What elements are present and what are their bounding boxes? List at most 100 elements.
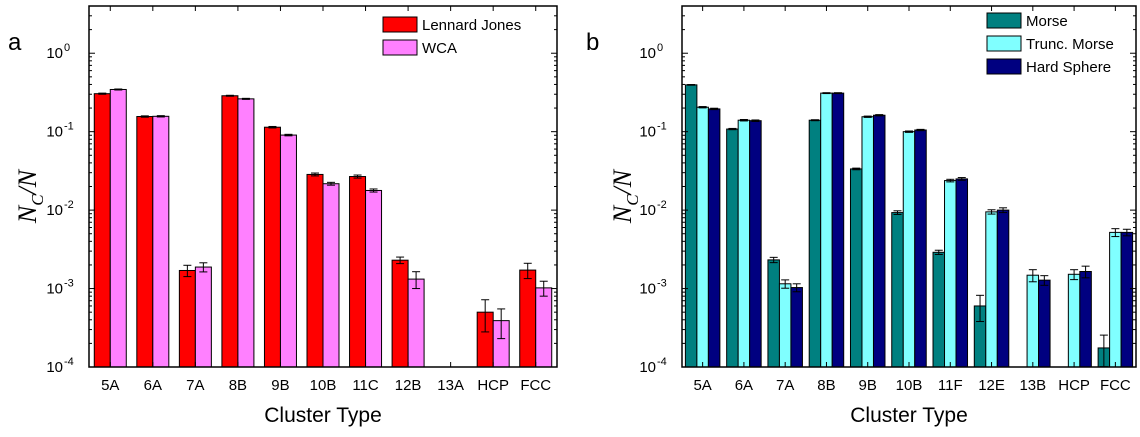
bar-hard-sphere-13b bbox=[1038, 279, 1051, 368]
bar-lennard-jones-11c bbox=[349, 176, 367, 368]
y-tick-label-exponent: 0 bbox=[657, 42, 663, 54]
x-tick-label-7a: 7A bbox=[776, 377, 794, 394]
x-tick-label-fcc: FCC bbox=[520, 377, 551, 394]
bar-morse-6a bbox=[726, 128, 739, 368]
x-axis-title: Cluster Type bbox=[850, 404, 968, 427]
y-tick-label: 10 bbox=[46, 281, 63, 298]
y-tick-label-exponent: -3 bbox=[64, 278, 74, 290]
x-tick-label-8b: 8B bbox=[229, 377, 247, 394]
y-axis-title: NC/N bbox=[608, 168, 642, 224]
bar-trunc-morse-5a bbox=[696, 106, 709, 368]
bar-trunc-morse-hcp bbox=[1067, 273, 1081, 368]
bar-hard-sphere-8b bbox=[831, 92, 845, 368]
x-tick-label-12e: 12E bbox=[978, 377, 1005, 394]
bar-trunc-morse-9b bbox=[861, 116, 874, 368]
legend: Morse Trunc. Morse Hard Sphere bbox=[986, 12, 1114, 76]
y-tick-label-exponent: -2 bbox=[657, 199, 667, 211]
legend-label-wca: WCA bbox=[422, 40, 457, 57]
y-tick-label-exponent: -1 bbox=[657, 121, 667, 133]
x-tick-label-5a: 5A bbox=[693, 377, 711, 394]
bar-wca-9b bbox=[279, 134, 297, 368]
y-tick-label: 10 bbox=[639, 45, 656, 62]
y-tick-label: 10 bbox=[46, 359, 63, 376]
y-tick-label-exponent: -4 bbox=[657, 356, 667, 368]
bar-hard-sphere-6a bbox=[749, 120, 762, 368]
bar-morse-10b bbox=[891, 212, 904, 368]
legend-label-lennard-jones: Lennard Jones bbox=[422, 17, 521, 34]
x-tick-label-13b: 13B bbox=[1019, 377, 1046, 394]
bar-trunc-morse-fcc bbox=[1109, 231, 1122, 368]
x-tick-label-12b: 12B bbox=[395, 377, 422, 394]
x-tick-label-9b: 9B bbox=[271, 377, 289, 394]
legend-label-hard-sphere: Hard Sphere bbox=[1026, 59, 1111, 76]
x-tick-label-hcp: HCP bbox=[1058, 377, 1090, 394]
bar-lennard-jones-6a bbox=[136, 116, 154, 368]
x-tick-label-hcp: HCP bbox=[477, 377, 509, 394]
bar-lennard-jones-7a bbox=[178, 269, 196, 368]
legend-label-morse: Morse bbox=[1026, 13, 1068, 30]
bar-wca-8b bbox=[237, 98, 255, 368]
y-axis-title-subscript: C bbox=[28, 194, 47, 206]
panel-a-chart: 10-410-310-210-110 05A 6A 7A 8B 9B 10B 11C 12B 13… bbox=[8, 5, 558, 427]
y-axis-title-rest: /N bbox=[13, 168, 42, 196]
y-tick-label-exponent: -3 bbox=[657, 278, 667, 290]
x-axis-title: Cluster Type bbox=[264, 404, 382, 427]
x-tick-label-11c: 11C bbox=[352, 377, 379, 394]
bar-wca-10b bbox=[322, 183, 340, 368]
x-tick-label-6a: 6A bbox=[144, 377, 162, 394]
bar-hard-sphere-9b bbox=[872, 114, 886, 368]
bar-wca-11c bbox=[365, 189, 383, 368]
x-tick-label-9b: 9B bbox=[859, 377, 877, 394]
x-tick-label-11f: 11F bbox=[938, 377, 963, 394]
legend: Lennard Jones WCA bbox=[382, 16, 521, 57]
bar-hard-sphere-5a bbox=[707, 108, 721, 368]
bar-hard-sphere-hcp bbox=[1079, 270, 1092, 368]
bar-lennard-jones-5a bbox=[93, 93, 111, 368]
bar-hard-sphere-10b bbox=[914, 129, 927, 368]
y-tick-label: 10 bbox=[639, 202, 656, 219]
x-tick-label-6a: 6A bbox=[735, 377, 753, 394]
bar-trunc-morse-13b bbox=[1026, 274, 1040, 368]
bar-trunc-morse-7a bbox=[778, 283, 792, 368]
y-tick-label: 10 bbox=[46, 124, 63, 141]
panel-b-chart: 10-410-310-210-110 05A 6A 7A 8B 9B 10B 11F 12E 13… bbox=[586, 5, 1137, 427]
bar-lennard-jones-12b bbox=[391, 259, 409, 368]
bar-trunc-morse-8b bbox=[820, 92, 833, 368]
y-axis-title-main: N bbox=[13, 204, 42, 224]
bar-wca-fcc bbox=[535, 287, 553, 368]
bar-lennard-jones-10b bbox=[306, 173, 324, 368]
y-tick-label-exponent: -4 bbox=[64, 356, 74, 368]
y-tick-label-exponent: 0 bbox=[64, 42, 70, 54]
bar-lennard-jones-8b bbox=[221, 95, 239, 368]
x-tick-label-5a: 5A bbox=[101, 377, 119, 394]
y-tick-label: 10 bbox=[639, 281, 656, 298]
x-tick-label-fcc: FCC bbox=[1100, 377, 1131, 394]
y-tick-label-exponent: -1 bbox=[64, 121, 74, 133]
bar-lennard-jones-fcc bbox=[519, 269, 537, 368]
y-axis-title-main: N bbox=[608, 204, 637, 224]
bar-wca-5a bbox=[109, 88, 127, 368]
y-tick-label: 10 bbox=[46, 202, 63, 219]
bar-morse-5a bbox=[684, 84, 698, 368]
bar-wca-6a bbox=[152, 115, 170, 368]
bar-trunc-morse-11f bbox=[944, 180, 957, 368]
x-tick-label-10b: 10B bbox=[310, 377, 337, 394]
legend-swatch-hard-sphere bbox=[986, 58, 1022, 75]
bar-morse-8b bbox=[808, 119, 822, 368]
bar-morse-7a bbox=[767, 259, 780, 368]
y-tick-label: 10 bbox=[639, 124, 656, 141]
bar-lennard-jones-9b bbox=[263, 126, 281, 368]
x-tick-label-8b: 8B bbox=[817, 377, 835, 394]
x-tick-label-13a: 13A bbox=[437, 377, 464, 394]
bar-hard-sphere-7a bbox=[790, 287, 803, 368]
y-tick-label-exponent: -2 bbox=[64, 199, 74, 211]
panel-letter: b bbox=[586, 29, 599, 56]
legend-swatch-lennard-jones bbox=[382, 16, 418, 33]
bar-morse-11f bbox=[932, 251, 946, 368]
bar-trunc-morse-10b bbox=[902, 131, 916, 368]
y-axis-title-subscript: C bbox=[623, 194, 642, 206]
legend-label-trunc-morse: Trunc. Morse bbox=[1026, 36, 1114, 53]
bar-hard-sphere-12e bbox=[996, 209, 1010, 368]
y-tick-label: 10 bbox=[46, 45, 63, 62]
